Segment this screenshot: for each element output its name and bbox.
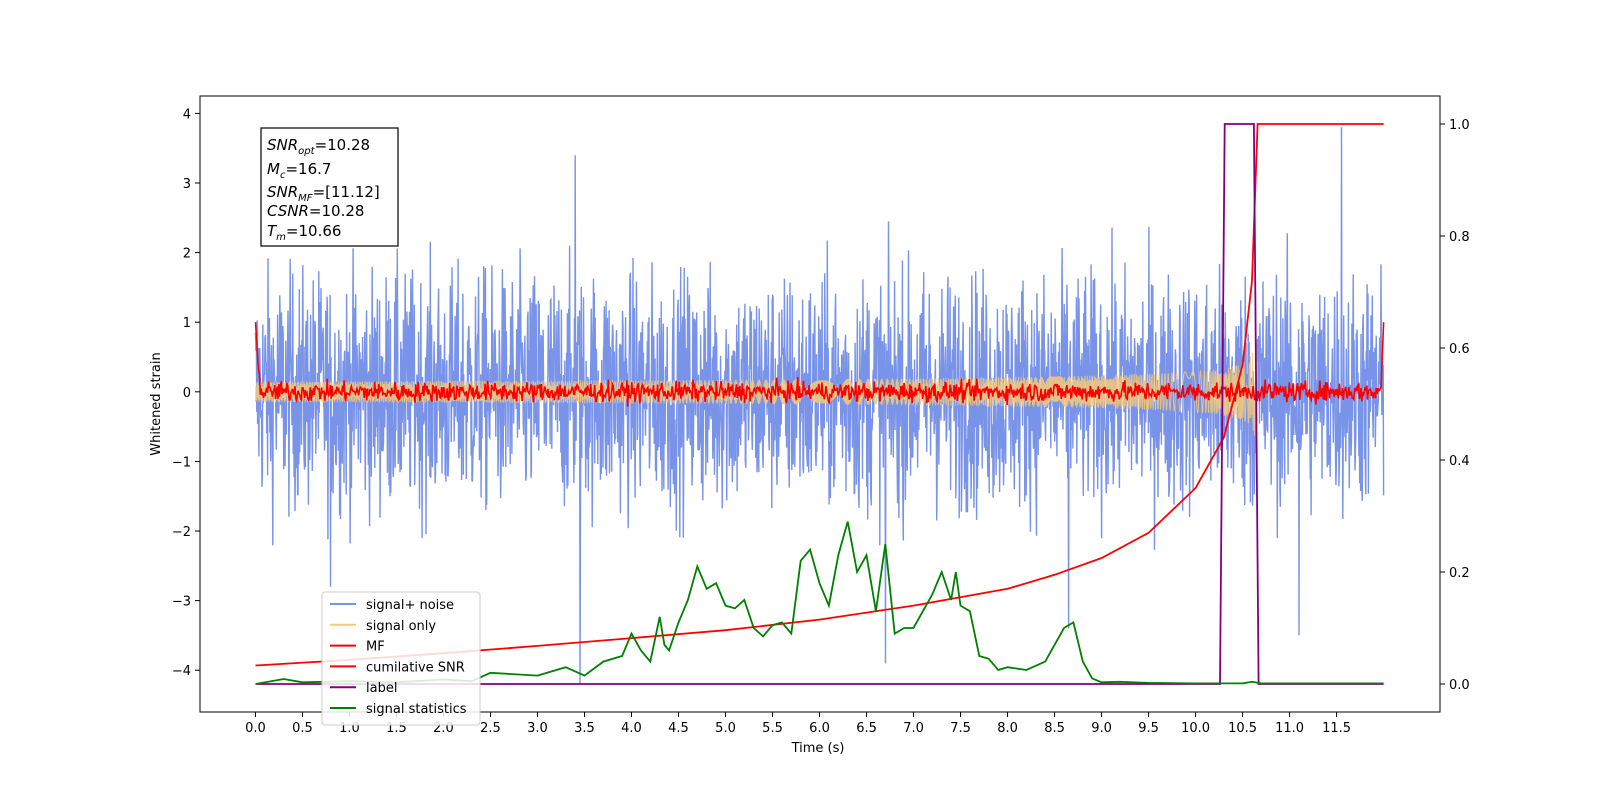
x-tick-label: 11.0: [1275, 721, 1304, 736]
x-tick-label: 9.5: [1138, 721, 1159, 736]
y-tick-label: 2: [183, 247, 191, 262]
x-tick-label: 10.0: [1181, 721, 1210, 736]
x-tick-label: 0.0: [245, 721, 266, 736]
series-signal-statistics: [255, 521, 1384, 685]
annotation-tm: Tm=10.66: [267, 222, 341, 243]
y-tick-label: −3: [172, 595, 191, 610]
x-tick-label: 6.0: [809, 721, 830, 736]
y-axis-left: −4 −3 −2 −1 0 1 2 3 4: [172, 107, 200, 679]
x-tick-label: 8.5: [1044, 721, 1065, 736]
x-tick-label: 6.5: [856, 721, 877, 736]
y-tick-label: 1: [183, 316, 191, 331]
x-tick-label: 0.5: [292, 721, 313, 736]
x-tick-label: 5.0: [715, 721, 736, 736]
stats-annotation-box: SNRopt=10.28 Mc=16.7 SNRMF=[11.12] CSNR=…: [260, 127, 399, 247]
y-tick-label: −2: [172, 525, 191, 540]
x-tick-label: 9.0: [1091, 721, 1112, 736]
y-tick-label: 3: [183, 177, 191, 192]
x-tick-label: 7.0: [903, 721, 924, 736]
x-tick-label: 11.5: [1322, 721, 1351, 736]
annotation-mc: Mc=16.7: [267, 160, 331, 181]
x-tick-label: 4.0: [621, 721, 642, 736]
series-signal-only: [255, 338, 1258, 442]
x-tick-label: 8.0: [997, 721, 1018, 736]
series-cumulative-snr: [255, 123, 1384, 667]
series-layer: [254, 123, 1385, 685]
x-axis-label: Time (s): [791, 741, 845, 756]
y2-tick-label: 0.0: [1449, 678, 1470, 693]
y-tick-label: −1: [172, 455, 191, 470]
annotation-snr-mf: SNRMF=[11.12]: [267, 183, 380, 204]
x-tick-label: 10.5: [1228, 721, 1257, 736]
series-mf: [254, 322, 1385, 407]
legend-frame: [321, 591, 481, 726]
y-tick-label: −4: [172, 664, 191, 679]
legend: signal+ noise signal only MF cumilative SNR…: [321, 591, 481, 726]
annotation-frame: [260, 127, 399, 247]
y2-tick-label: 0.4: [1449, 454, 1470, 469]
legend-label: signal only: [366, 619, 436, 634]
x-tick-label: 4.5: [668, 721, 689, 736]
y-axis-label: Whitened strain: [149, 352, 164, 455]
annotation-csnr: CSNR=10.28: [267, 202, 364, 220]
x-tick-label: 2.5: [480, 721, 501, 736]
y2-tick-label: 0.2: [1449, 566, 1470, 581]
x-tick-label: 3.0: [527, 721, 548, 736]
y2-tick-label: 0.8: [1449, 230, 1470, 245]
x-tick-label: 5.5: [762, 721, 783, 736]
annotation-snr-opt: SNRopt=10.28: [267, 136, 370, 157]
y2-tick-label: 0.6: [1449, 342, 1470, 357]
legend-items: signal+ noise signal only MF cumilative SNR…: [330, 598, 467, 717]
legend-label: label: [366, 681, 397, 696]
legend-label: signal+ noise: [366, 598, 454, 613]
y-tick-label: 0: [183, 386, 191, 401]
y-axis-right: 0.0 0.2 0.4 0.6 0.8 1.0: [1440, 118, 1470, 693]
x-tick-label: 3.5: [574, 721, 595, 736]
y2-tick-label: 1.0: [1449, 118, 1470, 133]
legend-label: MF: [366, 640, 385, 655]
legend-label: cumilative SNR: [366, 660, 465, 675]
y-tick-label: 4: [183, 107, 191, 122]
x-tick-label: 7.5: [950, 721, 971, 736]
legend-label: signal statistics: [366, 702, 467, 717]
